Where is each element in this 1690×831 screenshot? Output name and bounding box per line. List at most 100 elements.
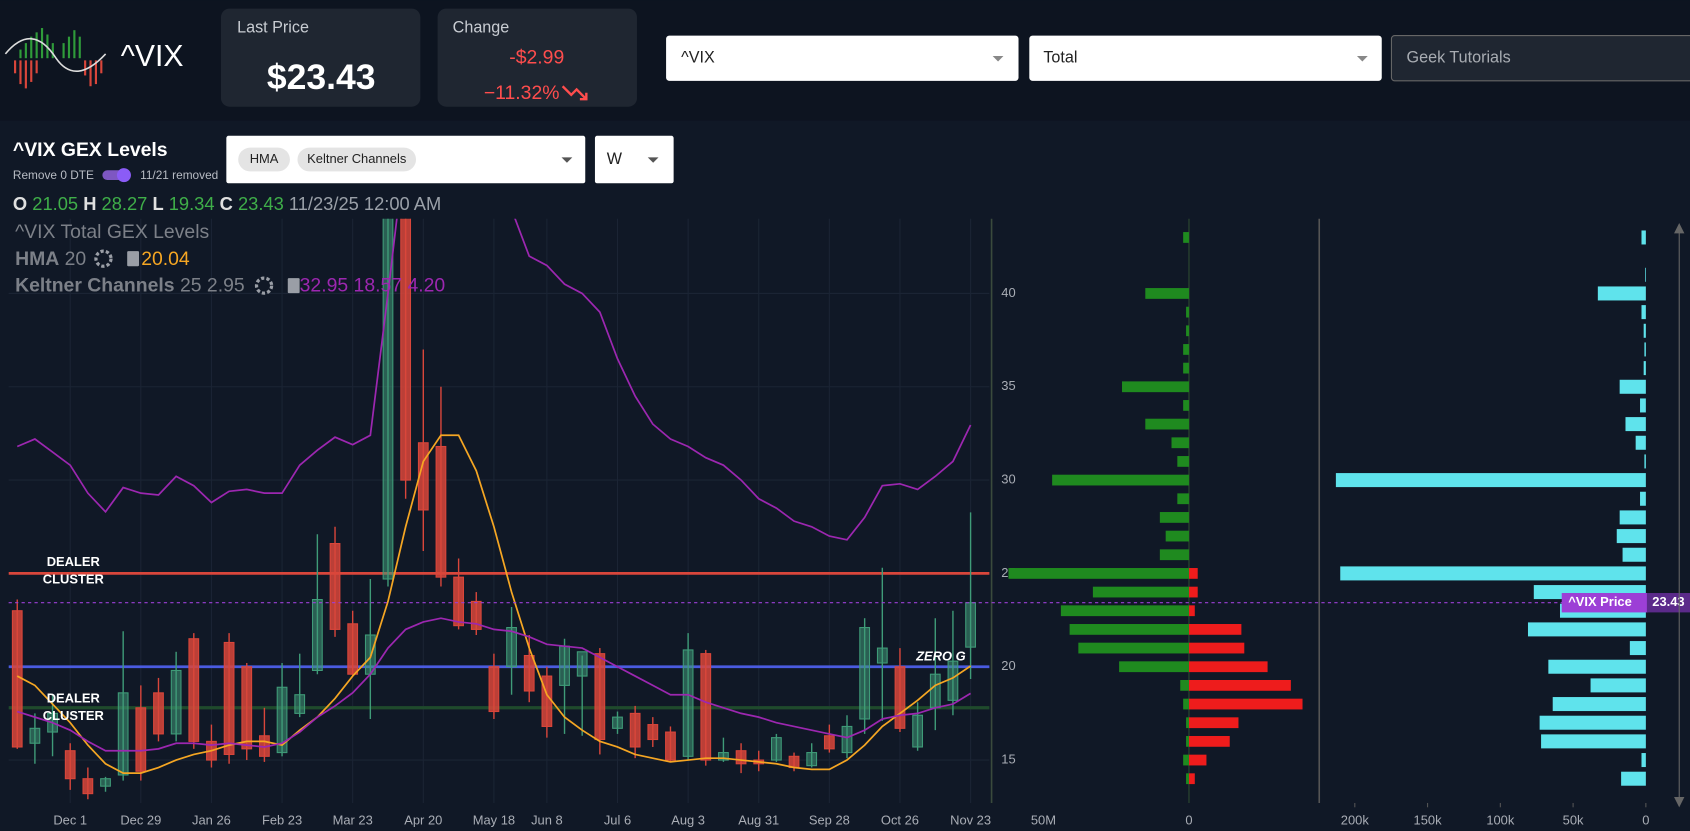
candle-body (11, 610, 23, 748)
candle-body (311, 598, 323, 671)
x-tick-label: Oct 26 (881, 813, 919, 828)
ohlc-label: C (220, 193, 233, 214)
logo (4, 28, 107, 89)
candle-body (788, 755, 800, 769)
interval-value[interactable]: W (607, 150, 623, 168)
gex-bar (1122, 381, 1189, 393)
chip[interactable]: HMA (250, 151, 279, 166)
gex-bar (1183, 698, 1189, 710)
oi-bar (1643, 323, 1646, 338)
gex-bar (1186, 717, 1189, 729)
candle-body (841, 725, 853, 754)
remove-dte-label: Remove 0 DTE (13, 168, 94, 182)
indicator-select[interactable]: HMA Keltner Channels (226, 135, 586, 184)
candle-body (153, 692, 164, 735)
candle-body (29, 727, 41, 744)
legend-name: Keltner Channels (15, 275, 174, 297)
keltner-upper (16, 218, 972, 541)
search-input[interactable]: Geek Tutorials (1390, 35, 1690, 82)
ohlc-label: L (152, 193, 163, 214)
gex-bar (1188, 698, 1303, 710)
candle-body (506, 626, 517, 668)
x-tick-label: 150k (1414, 813, 1443, 828)
toggle[interactable] (102, 168, 131, 183)
candle-body (665, 731, 676, 761)
gex-bar (1188, 680, 1291, 691)
candle-body (594, 653, 606, 741)
candle-body (135, 707, 147, 772)
candle-body (700, 653, 712, 761)
level-label: ZERO G (915, 648, 966, 663)
symbol-dropdown[interactable]: ^VIX (666, 35, 1019, 81)
x-tick-label: Sep 28 (809, 813, 850, 828)
delete-icon[interactable] (127, 251, 140, 267)
gex-bar (1188, 568, 1198, 579)
oi-bar (1622, 547, 1646, 562)
ohlc-value: 21.05 (32, 193, 78, 214)
x-tick-label: Jun 8 (531, 813, 563, 828)
candle-body (523, 654, 535, 692)
chip[interactable]: Keltner Channels (307, 151, 406, 166)
level-label: DEALER (47, 691, 101, 706)
gex-bar (1188, 624, 1242, 635)
ohlc-value: 28.27 (102, 193, 148, 214)
oi-bar (1643, 361, 1646, 376)
x-tick-label: Nov 23 (950, 813, 991, 828)
candle-body (612, 716, 623, 729)
x-tick-label: Aug 31 (738, 813, 779, 828)
candle-body (276, 686, 288, 754)
candle-body (912, 714, 924, 748)
candle-body (329, 543, 341, 630)
oi-bar (1340, 566, 1646, 581)
oi-bar (1644, 454, 1646, 469)
change-percent: −11.32% (484, 82, 560, 104)
y-tick-label: 40 (1001, 285, 1015, 300)
candle-body (894, 666, 906, 729)
x-tick-label: May 18 (473, 813, 515, 828)
gex-bar (1188, 773, 1195, 785)
oi-bar (1552, 697, 1646, 712)
mode-dropdown[interactable]: Total (1029, 35, 1382, 81)
candle-body (294, 694, 306, 714)
candle-body (859, 626, 871, 720)
candle-body (629, 712, 641, 748)
x-tick-label: Jan 26 (192, 813, 231, 828)
gex-bar (1183, 400, 1189, 411)
x-tick-label: Aug 3 (671, 813, 705, 828)
candle-body (347, 623, 359, 675)
scrollbar[interactable] (1674, 222, 1685, 808)
interval-select[interactable]: W (594, 135, 674, 184)
gex-bar (1183, 344, 1189, 355)
delete-icon[interactable] (287, 278, 300, 294)
gex-bar (1186, 735, 1189, 747)
gex-bar (1186, 773, 1189, 785)
oi-bar (1539, 715, 1646, 730)
change: -$2.99 (509, 46, 564, 68)
timestamp: 11/23/25 12:00 AM (289, 193, 441, 214)
candle-body (100, 778, 111, 787)
symbol-dropdown-value[interactable]: ^VIX (681, 48, 715, 66)
level-label: DEALER (47, 554, 101, 569)
gex-bar (1159, 512, 1189, 523)
change-card (437, 8, 637, 107)
oi-bar (1644, 342, 1646, 357)
x-tick-label: 0 (1185, 813, 1192, 828)
search-text[interactable]: Geek Tutorials (1407, 48, 1511, 66)
candle-body (576, 651, 588, 677)
legend-readout: 20.04 (141, 248, 190, 270)
oi-bar (1541, 734, 1646, 749)
oi-bar (1616, 529, 1646, 544)
gex-bar (1188, 717, 1239, 729)
candle-body (718, 752, 729, 761)
oi-bar (1640, 398, 1646, 413)
legend-name: HMA (15, 248, 59, 270)
x-tick-label: Jul 6 (604, 813, 631, 828)
legend: ^VIX Total GEX Levels HMA 20 20.04 Keltn… (15, 221, 445, 297)
candle-body (876, 647, 888, 664)
gex-bar (1159, 549, 1189, 561)
settings-icon[interactable] (254, 276, 274, 295)
candle-body (400, 218, 412, 481)
mode-dropdown-value[interactable]: Total (1043, 48, 1077, 66)
candle-body (823, 735, 835, 750)
